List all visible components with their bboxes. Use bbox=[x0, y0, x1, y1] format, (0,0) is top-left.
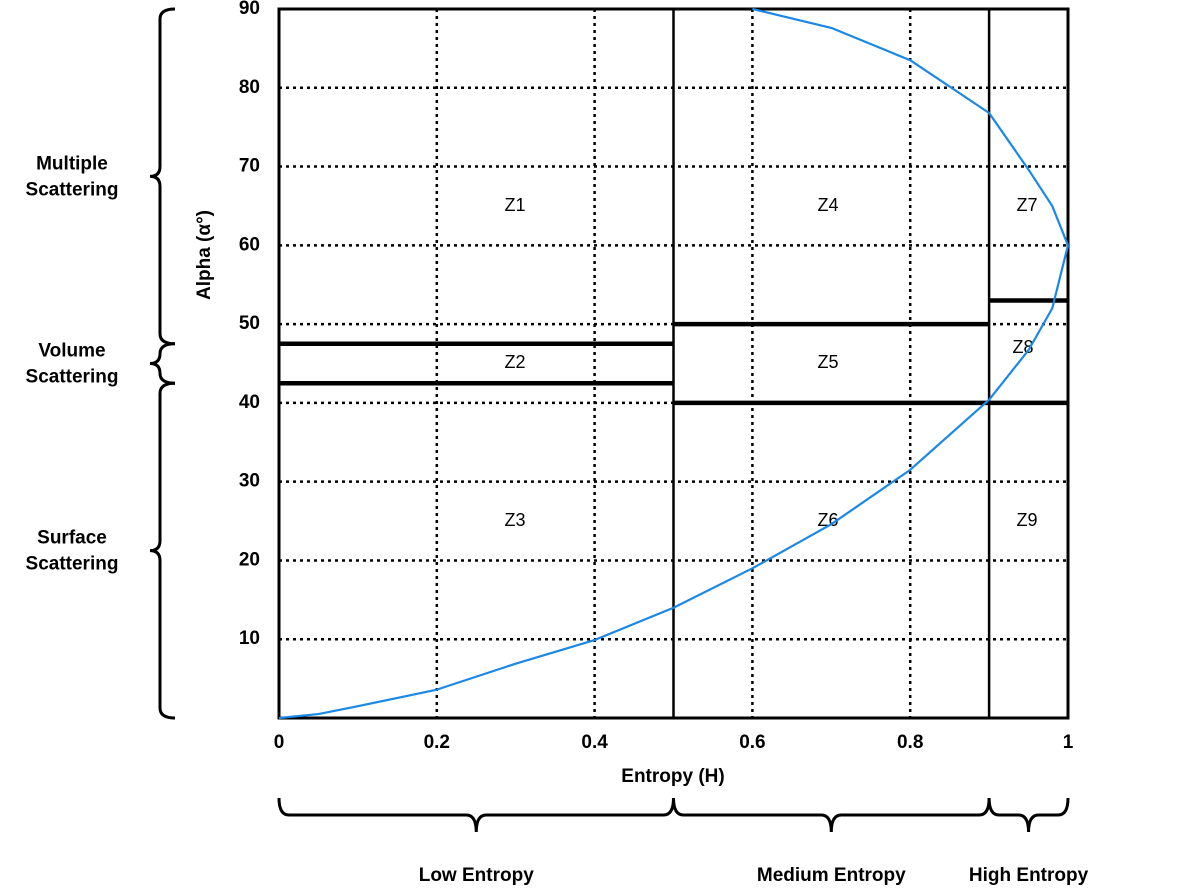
brace bbox=[149, 342, 176, 385]
zone-label: Z4 bbox=[817, 195, 838, 215]
zone-label: Z5 bbox=[817, 352, 838, 372]
group-label: Scattering bbox=[26, 367, 119, 388]
y-tick-label: 60 bbox=[239, 234, 260, 255]
group-label: Multiple bbox=[36, 153, 108, 174]
x-tick-label: 0.4 bbox=[581, 732, 608, 753]
plot-frame bbox=[277, 7, 1070, 720]
y-tick-label: 10 bbox=[239, 628, 260, 649]
y-tick-label: 70 bbox=[239, 156, 260, 177]
brace bbox=[149, 7, 176, 346]
brace bbox=[277, 797, 675, 833]
zone-label: Z9 bbox=[1016, 510, 1037, 530]
brace bbox=[672, 797, 991, 833]
group-label: Scattering bbox=[26, 179, 119, 200]
group-label: Volume bbox=[38, 341, 105, 362]
x-tick-label: 1 bbox=[1063, 732, 1074, 753]
group-label: Surface bbox=[37, 528, 107, 549]
y-tick-label: 80 bbox=[239, 77, 260, 98]
y-tick-label: 40 bbox=[239, 392, 260, 413]
y-tick-label: 30 bbox=[239, 471, 260, 492]
zone-label: Z2 bbox=[504, 352, 525, 372]
zone-label: Z6 bbox=[817, 510, 838, 530]
zone-label: Z1 bbox=[504, 195, 525, 215]
x-tick-label: 0.2 bbox=[424, 732, 450, 753]
group-label: High Entropy bbox=[969, 865, 1089, 886]
group-label: Medium Entropy bbox=[757, 865, 906, 886]
x-tick-label: 0 bbox=[274, 732, 285, 753]
y-axis-label: Alpha (α°) bbox=[194, 210, 215, 300]
y-tick-label: 50 bbox=[239, 313, 260, 334]
brace bbox=[149, 381, 176, 720]
y-tick-label: 20 bbox=[239, 549, 260, 570]
zone-label: Z7 bbox=[1016, 195, 1037, 215]
y-tick-label: 90 bbox=[239, 0, 260, 19]
x-tick-label: 0.8 bbox=[897, 732, 923, 753]
zone-label: Z3 bbox=[504, 510, 525, 530]
boundary-curve bbox=[278, 7, 1070, 720]
brace bbox=[987, 797, 1070, 833]
group-label: Scattering bbox=[26, 554, 119, 575]
group-label: Low Entropy bbox=[419, 865, 534, 886]
x-axis-label: Entropy (H) bbox=[621, 766, 724, 787]
x-tick-label: 0.6 bbox=[739, 732, 765, 753]
